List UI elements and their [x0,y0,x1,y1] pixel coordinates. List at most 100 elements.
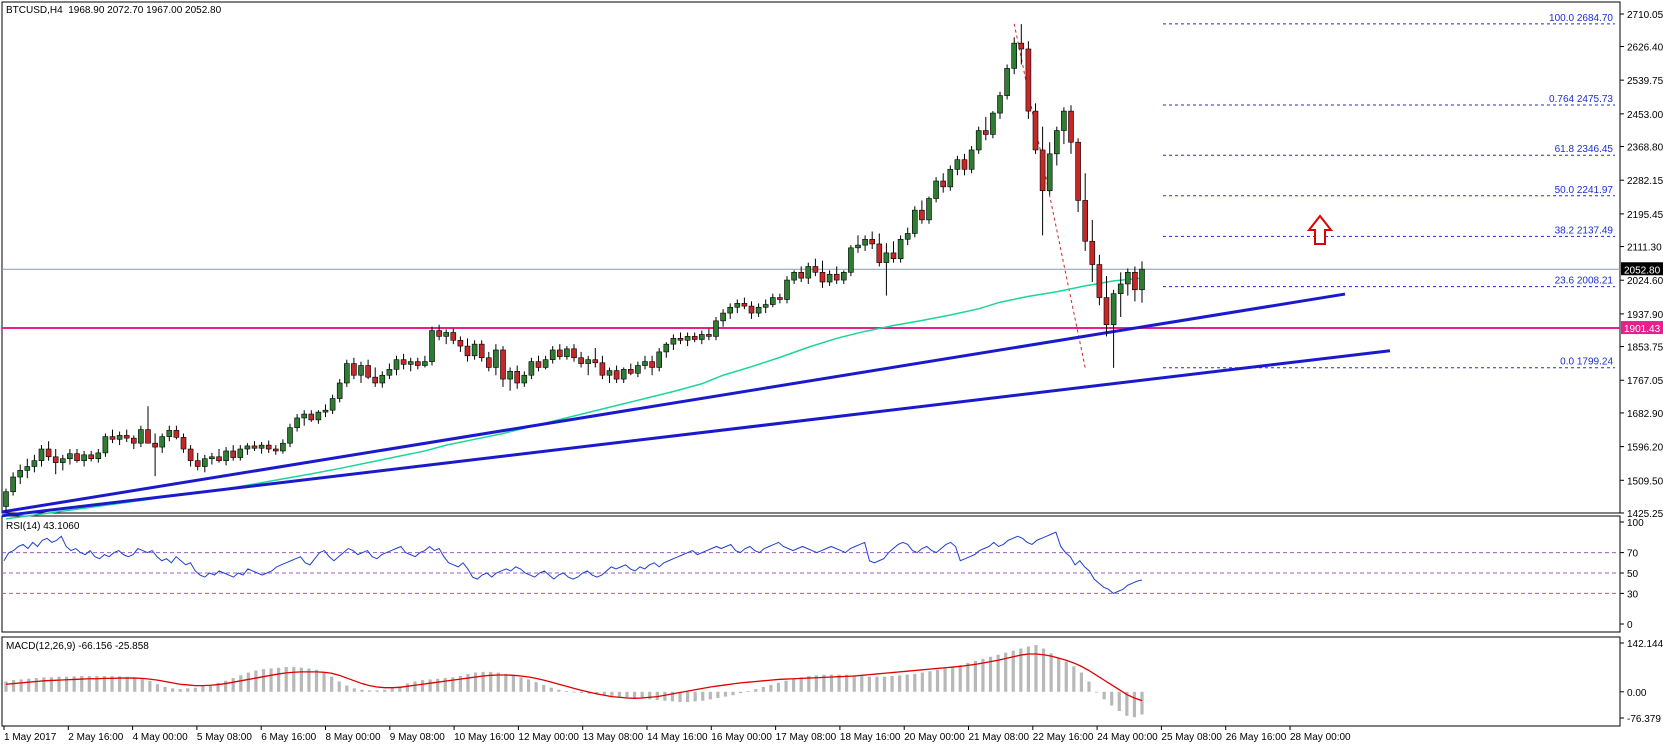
time-tick-label: 24 May 00:00 [1097,732,1158,743]
macd-histogram-bar [178,689,182,692]
candle-body [606,370,613,376]
macd-histogram-bar [140,678,144,692]
time-tick-label: 1 May 2017 [4,732,57,743]
candle-body [968,149,975,170]
macd-histogram-bar [261,669,266,692]
macd-histogram-bar [1057,657,1061,692]
candle-body [848,247,854,273]
candle-body [762,304,769,308]
candle-body [365,365,371,378]
macd-histogram-bar [34,678,38,692]
time-tick-label: 5 May 08:00 [197,732,252,743]
candle-body [798,271,805,279]
macd-histogram-bar [201,686,205,692]
candle-body [379,374,386,384]
macd-histogram-bar [716,691,720,698]
candle-body [684,336,691,341]
candle-body [329,398,336,411]
macd-histogram-bar [572,691,576,693]
rsi-tick-label: 50 [1627,569,1639,580]
candle-body [620,369,627,380]
macd-histogram-bar [875,676,879,692]
macd-histogram-bar [473,672,478,692]
candle-body [890,252,897,260]
macd-histogram-bar [42,677,46,692]
candle-body [1054,130,1060,155]
candle-body [216,456,222,461]
candle-body [251,445,258,449]
candle-body [649,361,655,368]
macd-histogram-bar [398,686,402,692]
candle-body [180,437,187,450]
macd-histogram-bar [405,683,409,692]
macd-histogram-bar [792,678,796,692]
macd-histogram-bar [557,689,561,692]
candle-body [855,244,861,249]
candle-body [1096,264,1103,298]
price-tick-label: 2024.60 [1627,276,1663,287]
macd-histogram-bar [534,682,538,692]
price-tick-label: 1509.50 [1627,476,1663,487]
macd-histogram-bar [413,681,417,692]
macd-histogram-bar [420,680,425,692]
candle-body [166,430,173,437]
macd-histogram-bar [996,654,1000,692]
macd-histogram-bar [746,691,750,692]
candle-body [542,359,549,368]
macd-histogram-bar [1011,650,1015,692]
macd-histogram-bar [451,677,455,692]
macd-histogram-bar [693,691,697,702]
symbol-label: BTCUSD,H4 [6,5,63,16]
macd-histogram-bar [898,675,902,692]
macd-histogram-bar [731,691,735,696]
macd-histogram-bar [1004,652,1008,692]
candle-body [713,320,719,337]
macd-histogram-bar [943,668,947,692]
macd-histogram-bar [1049,653,1053,692]
macd-histogram-bar [1140,691,1144,715]
candle-body [819,271,826,283]
candle-body [691,336,698,340]
macd-histogram-bar [49,677,54,692]
macd-histogram-bar [882,676,887,692]
macd-histogram-bar [64,676,69,692]
price-tick-label: 2111.30 [1627,243,1662,254]
macd-histogram-bar [224,680,228,692]
macd-histogram-bar [163,686,167,692]
candle-body [457,339,464,347]
macd-histogram-bar [928,671,932,692]
macd-histogram-bar [1026,646,1030,692]
candle-body [840,271,847,281]
rsi-header: RSI(14) 43.1060 [6,521,80,532]
candle-body [88,454,94,460]
macd-histogram-bar [920,672,924,692]
macd-histogram-bar [1041,648,1046,692]
macd-histogram-bar [648,691,652,700]
candle-body [1061,110,1067,131]
candle-body [784,279,790,300]
macd-histogram-bar [761,686,765,692]
support-price-badge [1621,321,1663,335]
macd-histogram-bar [367,690,372,692]
candle-body [209,456,215,460]
macd-histogram-bar [526,679,531,692]
candle-body [528,361,535,376]
macd-histogram-bar [807,675,811,692]
candle-body [223,450,229,461]
macd-histogram-bar [496,672,500,692]
macd-header: MACD(12,26,9) -66.156 -25.858 [6,641,149,652]
macd-histogram-bar [1064,661,1068,692]
macd-histogram-bar [663,691,667,701]
time-tick-label: 13 May 08:00 [583,732,644,743]
candle-body [613,370,620,380]
macd-histogram-bar [655,691,659,701]
candle-body [833,273,840,281]
rsi-tick-label: 70 [1627,549,1639,560]
price-tick-label: 2453.00 [1627,110,1663,121]
macd-histogram-bar [307,668,311,692]
time-tick-label: 22 May 16:00 [1033,732,1094,743]
candle-body [940,180,947,188]
candle-body [578,357,584,364]
macd-histogram-bar [231,678,235,692]
rsi-tick-label: 100 [1627,518,1644,529]
